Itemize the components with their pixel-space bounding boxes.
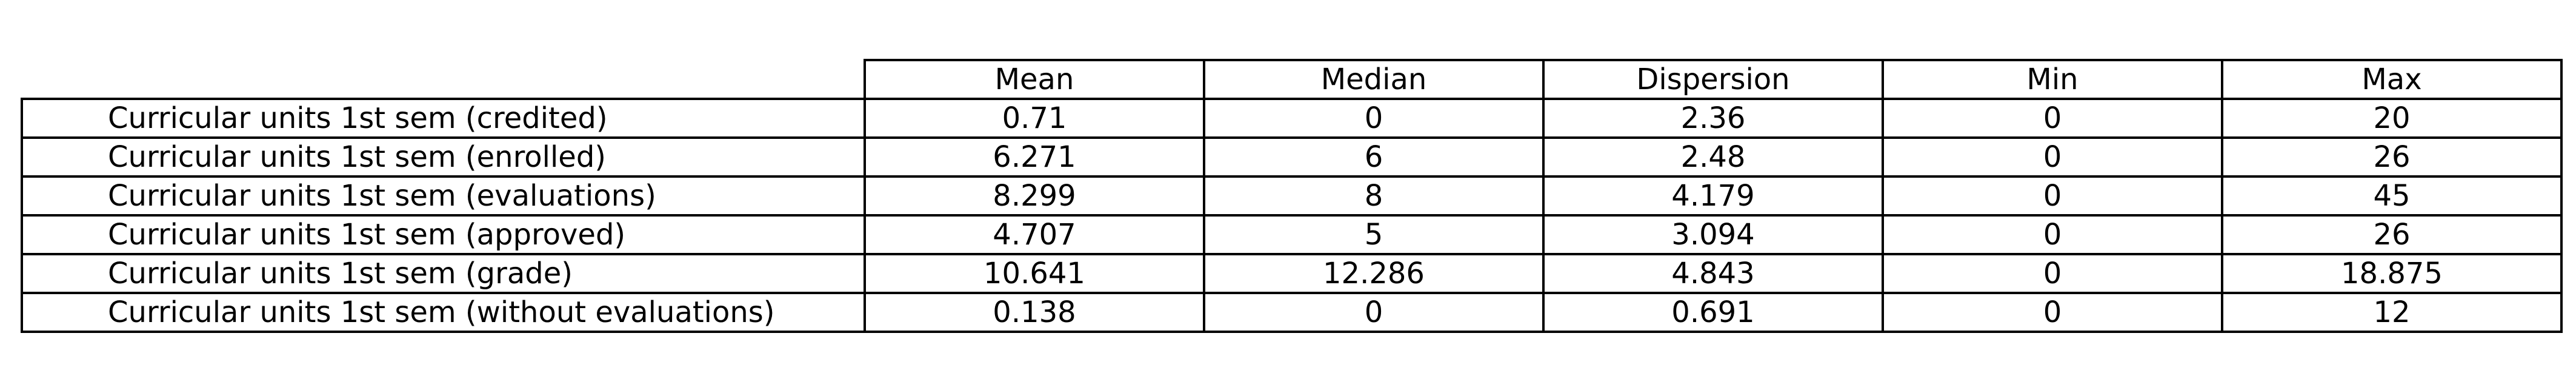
row-label: Curricular units 1st sem (grade)	[21, 253, 866, 294]
table-row: Curricular units 1st sem (grade) 10.641 …	[21, 253, 2563, 294]
cell-max: 26	[2221, 136, 2563, 178]
cell-mean: 6.271	[864, 136, 1205, 178]
statistics-table: Mean Median Dispersion Min Max Curricula…	[21, 59, 2563, 333]
column-header-dispersion: Dispersion	[1542, 59, 1884, 100]
cell-median: 8	[1203, 175, 1545, 217]
cell-min: 0	[1882, 136, 2223, 178]
cell-median: 12.286	[1203, 253, 1545, 294]
cell-max: 12	[2221, 292, 2563, 333]
cell-mean: 10.641	[864, 253, 1205, 294]
cell-max: 20	[2221, 98, 2563, 139]
cell-median: 5	[1203, 214, 1545, 255]
cell-dispersion: 2.48	[1542, 136, 1884, 178]
table-row: Curricular units 1st sem (approved) 4.70…	[21, 214, 2563, 255]
table-row: Curricular units 1st sem (credited) 0.71…	[21, 98, 2563, 139]
cell-max: 45	[2221, 175, 2563, 217]
table-row: Curricular units 1st sem (without evalua…	[21, 292, 2563, 333]
cell-mean: 8.299	[864, 175, 1205, 217]
column-header-max: Max	[2221, 59, 2563, 100]
column-header-median: Median	[1203, 59, 1545, 100]
cell-min: 0	[1882, 175, 2223, 217]
cell-median: 0	[1203, 98, 1545, 139]
column-header-mean: Mean	[864, 59, 1205, 100]
table-row: Curricular units 1st sem (evaluations) 8…	[21, 175, 2563, 217]
row-label: Curricular units 1st sem (without evalua…	[21, 292, 866, 333]
cell-dispersion: 3.094	[1542, 214, 1884, 255]
row-label: Curricular units 1st sem (enrolled)	[21, 136, 866, 178]
cell-mean: 0.138	[864, 292, 1205, 333]
row-label: Curricular units 1st sem (credited)	[21, 98, 866, 139]
cell-min: 0	[1882, 253, 2223, 294]
cell-dispersion: 4.843	[1542, 253, 1884, 294]
cell-dispersion: 0.691	[1542, 292, 1884, 333]
header-row: Mean Median Dispersion Min Max	[22, 59, 2563, 100]
cell-dispersion: 4.179	[1542, 175, 1884, 217]
table-row: Curricular units 1st sem (enrolled) 6.27…	[21, 136, 2563, 178]
cell-median: 0	[1203, 292, 1545, 333]
row-label: Curricular units 1st sem (evaluations)	[21, 175, 866, 217]
cell-median: 6	[1203, 136, 1545, 178]
cell-max: 26	[2221, 214, 2563, 255]
cell-min: 0	[1882, 98, 2223, 139]
cell-dispersion: 2.36	[1542, 98, 1884, 139]
cell-mean: 0.71	[864, 98, 1205, 139]
cell-min: 0	[1882, 292, 2223, 333]
cell-min: 0	[1882, 214, 2223, 255]
cell-mean: 4.707	[864, 214, 1205, 255]
row-label: Curricular units 1st sem (approved)	[21, 214, 866, 255]
cell-max: 18.875	[2221, 253, 2563, 294]
column-header-min: Min	[1882, 59, 2223, 100]
corner-cell	[22, 60, 866, 100]
